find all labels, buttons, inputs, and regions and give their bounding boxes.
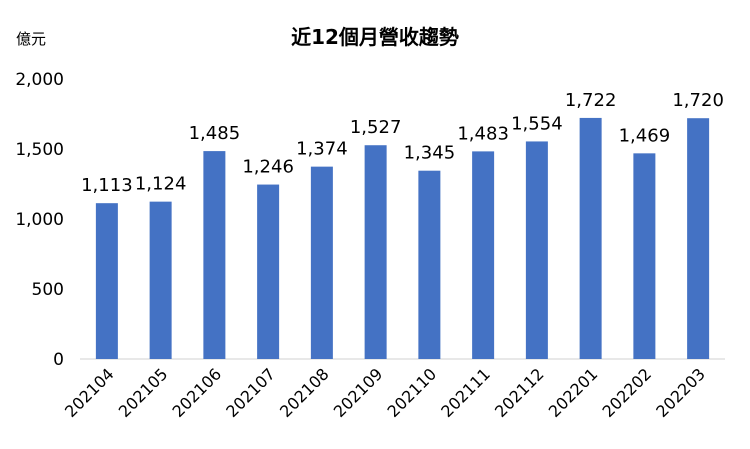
bar xyxy=(310,166,333,359)
bar xyxy=(203,151,226,359)
y-axis: 0 500 1,000 1,500 2,000 xyxy=(15,70,725,370)
bar xyxy=(579,117,602,359)
bar xyxy=(687,118,710,359)
y-tick-label: 2,000 xyxy=(15,70,64,90)
y-tick-label: 0 xyxy=(53,350,64,370)
x-tick-label: 202203 xyxy=(652,364,709,421)
y-axis-unit-label: 億元 xyxy=(16,30,46,48)
bar xyxy=(418,170,441,359)
y-tick-label: 1,000 xyxy=(15,210,64,230)
chart-title: 近12個月營收趨勢 xyxy=(291,25,459,49)
data-label: 1,124 xyxy=(135,174,187,195)
y-tick-label: 500 xyxy=(32,280,64,300)
x-tick-label: 202109 xyxy=(330,364,387,421)
data-label: 1,527 xyxy=(350,117,402,138)
x-tick-label: 202111 xyxy=(437,364,494,421)
y-tick-label: 1,500 xyxy=(15,140,64,160)
x-tick-label: 202112 xyxy=(491,364,548,421)
bar xyxy=(149,201,172,359)
x-tick-label: 202110 xyxy=(384,364,441,421)
bar xyxy=(257,184,280,359)
data-label: 1,246 xyxy=(242,157,294,178)
x-tick-label: 202106 xyxy=(169,364,226,421)
data-labels: 1,113 1,124 1,4851,2461,3741,5271,3451,483… xyxy=(81,90,724,196)
data-label: 1,469 xyxy=(619,125,671,146)
bar xyxy=(525,141,548,359)
data-label: 1,345 xyxy=(404,143,456,164)
bar xyxy=(95,203,118,359)
data-label: 1,485 xyxy=(189,123,241,144)
x-axis: 2021042021052021062021072021082021092021… xyxy=(61,364,709,421)
data-label: 1,483 xyxy=(457,123,509,144)
bar-series xyxy=(95,117,710,359)
x-tick-label: 202104 xyxy=(61,364,118,421)
data-label: 1,554 xyxy=(511,113,563,134)
bar xyxy=(364,145,387,359)
bar xyxy=(472,151,495,359)
data-label: 1,113 xyxy=(81,175,133,196)
x-tick-label: 202201 xyxy=(545,364,602,421)
data-label: 1,720 xyxy=(672,90,724,111)
data-label: 1,722 xyxy=(565,90,617,111)
x-tick-label: 202105 xyxy=(115,364,172,421)
x-tick-label: 202202 xyxy=(599,364,656,421)
x-tick-label: 202107 xyxy=(222,364,279,421)
data-label: 1,374 xyxy=(296,139,348,160)
x-tick-label: 202108 xyxy=(276,364,333,421)
bar xyxy=(633,153,656,359)
